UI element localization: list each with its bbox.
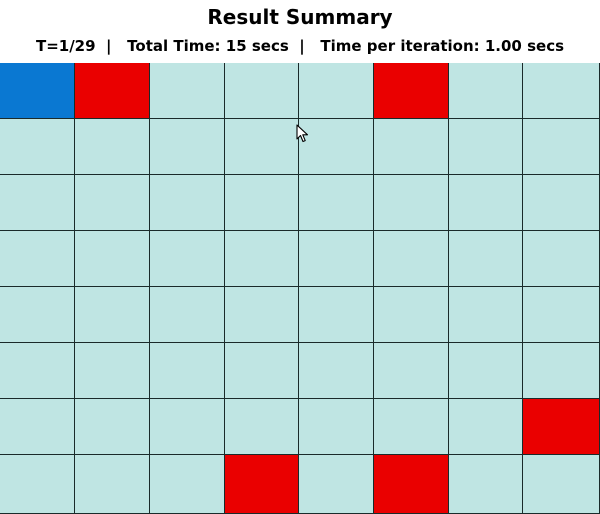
grid-cell [75, 455, 150, 514]
grid-cell [150, 455, 225, 514]
grid-cell [374, 287, 449, 343]
grid-cell [299, 63, 374, 119]
grid-cell [0, 231, 75, 287]
grid-cell [449, 175, 523, 231]
grid-cell [150, 63, 225, 119]
grid-cell [523, 119, 600, 175]
grid-cell [374, 231, 449, 287]
grid-cell [299, 175, 374, 231]
grid-cell [150, 175, 225, 231]
page-title: Result Summary [207, 5, 393, 29]
grid-cell [299, 287, 374, 343]
grid-cell [449, 63, 523, 119]
result-header: Result Summary T=1/29 | Total Time: 15 s… [0, 0, 600, 64]
obstacle-cell [225, 455, 299, 514]
grid-cell [0, 175, 75, 231]
grid-cell [0, 399, 75, 455]
grid-cell [374, 119, 449, 175]
grid-cell [225, 63, 299, 119]
grid-cell [449, 455, 523, 514]
grid-cell [225, 343, 299, 399]
separator: | [106, 37, 112, 55]
grid-cell [75, 175, 150, 231]
grid-cell [75, 119, 150, 175]
separator: | [299, 37, 305, 55]
grid-cell [374, 343, 449, 399]
grid-cell [523, 231, 600, 287]
grid-cell [75, 399, 150, 455]
grid-cell [299, 119, 374, 175]
grid-cell [225, 175, 299, 231]
grid-cell [150, 231, 225, 287]
grid-cell [299, 231, 374, 287]
grid-cell [523, 343, 600, 399]
grid-cell [374, 175, 449, 231]
obstacle-cell [374, 455, 449, 514]
grid-cell [150, 287, 225, 343]
grid-cell [0, 119, 75, 175]
grid-cell [299, 343, 374, 399]
step-counter: T=1/29 [35, 37, 96, 55]
grid-cell [75, 287, 150, 343]
status-line: T=1/29 | Total Time: 15 secs | Time per … [0, 36, 600, 56]
grid-cell [75, 343, 150, 399]
grid-cell [75, 231, 150, 287]
grid-cell [225, 231, 299, 287]
agent-cell [0, 63, 75, 119]
result-grid [0, 63, 600, 514]
grid-cell [449, 399, 523, 455]
grid-cell [150, 343, 225, 399]
mouse-pointer-icon [296, 124, 309, 143]
grid-cell [0, 343, 75, 399]
obstacle-cell [75, 63, 150, 119]
grid-cell [374, 399, 449, 455]
grid-cell [449, 119, 523, 175]
grid-cell [150, 119, 225, 175]
grid-cell [523, 287, 600, 343]
grid-cell [0, 455, 75, 514]
grid-cell [523, 175, 600, 231]
grid-cell [449, 231, 523, 287]
obstacle-cell [374, 63, 449, 119]
grid-cell [225, 119, 299, 175]
grid-cell [523, 455, 600, 514]
grid-cell [225, 399, 299, 455]
total-time: Total Time: 15 secs [127, 37, 289, 55]
grid-cell [299, 455, 374, 514]
grid-cell [523, 63, 600, 119]
iteration-time: Time per iteration: 1.00 secs [320, 37, 565, 55]
grid-cell [0, 287, 75, 343]
grid-cell [449, 287, 523, 343]
obstacle-cell [523, 399, 600, 455]
grid-cell [150, 399, 225, 455]
grid-cell [225, 287, 299, 343]
grid-cell [299, 399, 374, 455]
grid-cell [449, 343, 523, 399]
